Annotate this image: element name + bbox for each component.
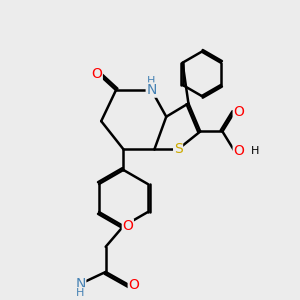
Text: O: O (233, 144, 244, 158)
Text: S: S (174, 142, 182, 156)
Text: O: O (91, 67, 102, 81)
Text: O: O (122, 219, 133, 233)
Text: H: H (76, 288, 85, 298)
Text: H: H (147, 76, 156, 86)
Text: N: N (146, 83, 157, 97)
Text: H: H (251, 146, 259, 156)
Text: O: O (128, 278, 139, 292)
Text: N: N (75, 277, 86, 291)
Text: O: O (233, 105, 244, 119)
